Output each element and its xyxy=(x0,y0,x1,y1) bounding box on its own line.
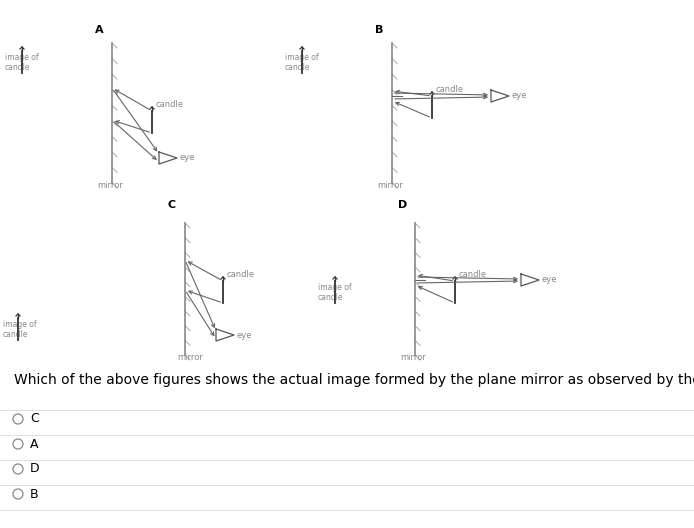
Text: image of
candle: image of candle xyxy=(285,53,319,72)
Text: A: A xyxy=(30,438,38,450)
Circle shape xyxy=(13,464,23,474)
Text: image of
candle: image of candle xyxy=(3,320,37,340)
Text: eye: eye xyxy=(512,91,527,100)
Circle shape xyxy=(13,489,23,499)
Text: B: B xyxy=(30,487,39,501)
Text: mirror: mirror xyxy=(377,181,403,190)
Text: D: D xyxy=(398,200,407,210)
Text: eye: eye xyxy=(180,154,196,163)
Text: eye: eye xyxy=(542,276,557,285)
Text: mirror: mirror xyxy=(97,181,123,190)
Text: image of
candle: image of candle xyxy=(318,283,352,303)
Text: candle: candle xyxy=(459,270,487,279)
Text: mirror: mirror xyxy=(400,353,426,362)
Text: C: C xyxy=(30,412,39,426)
Text: eye: eye xyxy=(237,331,253,340)
Circle shape xyxy=(13,439,23,449)
Text: image of
candle: image of candle xyxy=(5,53,39,72)
Text: candle: candle xyxy=(436,85,464,94)
Text: candle: candle xyxy=(227,270,255,279)
Text: B: B xyxy=(375,25,383,35)
Circle shape xyxy=(13,414,23,424)
Text: Which of the above figures shows the actual image formed by the plane mirror as : Which of the above figures shows the act… xyxy=(14,373,694,387)
Text: mirror: mirror xyxy=(177,353,203,362)
Text: C: C xyxy=(168,200,176,210)
Text: D: D xyxy=(30,463,40,476)
Text: A: A xyxy=(95,25,103,35)
Text: candle: candle xyxy=(156,100,184,109)
